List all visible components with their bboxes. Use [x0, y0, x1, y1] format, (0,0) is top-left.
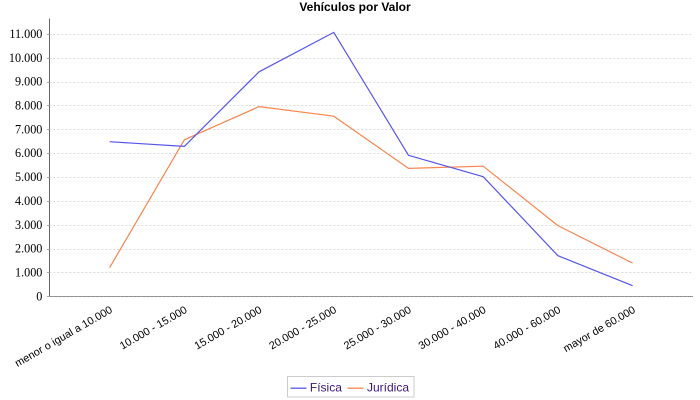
svg-text:1.000: 1.000 — [15, 265, 42, 279]
svg-text:7.000: 7.000 — [15, 122, 42, 136]
svg-text:11.000: 11.000 — [9, 27, 42, 41]
svg-text:3.000: 3.000 — [15, 218, 42, 232]
svg-text:10.000 - 15.000: 10.000 - 15.000 — [118, 304, 190, 352]
svg-text:15.000 - 20.000: 15.000 - 20.000 — [193, 304, 265, 352]
svg-text:20.000 - 25.000: 20.000 - 25.000 — [267, 304, 339, 352]
svg-text:10.000: 10.000 — [9, 51, 43, 65]
svg-text:25.000 - 30.000: 25.000 - 30.000 — [342, 304, 414, 352]
svg-text:8.000: 8.000 — [15, 99, 42, 113]
svg-text:menor o igual a 10.000: menor o igual a 10.000 — [13, 304, 115, 370]
svg-text:4.000: 4.000 — [15, 194, 42, 208]
svg-text:0: 0 — [36, 289, 42, 303]
svg-text:Física: Física — [310, 381, 342, 395]
svg-text:mayor de 60.000: mayor de 60.000 — [561, 304, 637, 355]
svg-text:30.000 - 40.000: 30.000 - 40.000 — [417, 304, 489, 352]
svg-text:9.000: 9.000 — [15, 75, 42, 89]
svg-text:Vehículos por Valor: Vehículos por Valor — [299, 0, 411, 14]
svg-text:6.000: 6.000 — [15, 146, 42, 160]
svg-text:40.000 - 60.000: 40.000 - 60.000 — [491, 304, 563, 352]
svg-text:5.000: 5.000 — [15, 170, 42, 184]
svg-text:2.000: 2.000 — [15, 242, 42, 256]
svg-text:Jurídica: Jurídica — [367, 381, 409, 395]
